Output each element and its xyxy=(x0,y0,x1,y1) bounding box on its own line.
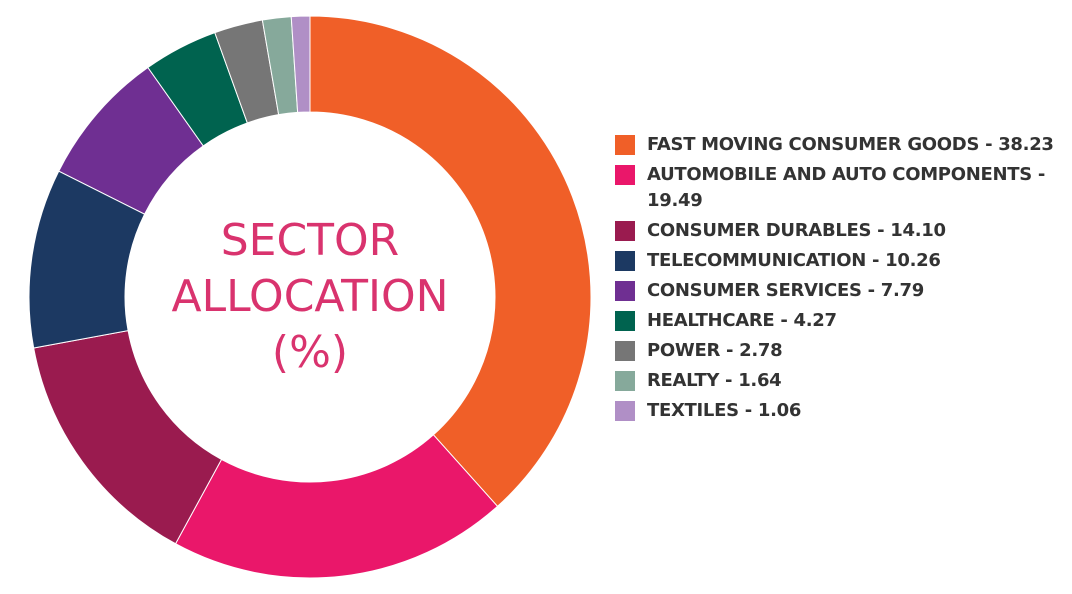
donut-segment xyxy=(174,434,499,579)
legend-swatch xyxy=(615,311,635,331)
legend-label: FAST MOVING CONSUMER GOODS - 38.23 xyxy=(647,134,1054,155)
legend-item: FAST MOVING CONSUMER GOODS - 38.23 xyxy=(615,132,1065,158)
donut-segment xyxy=(309,15,592,508)
legend-label: CONSUMER SERVICES - 7.79 xyxy=(647,280,924,301)
legend-item: POWER - 2.78 xyxy=(615,338,1065,364)
legend-item: CONSUMER DURABLES - 14.10 xyxy=(615,218,1065,244)
legend-label: AUTOMOBILE AND AUTO COMPONENTS - 19.49 xyxy=(647,164,1046,211)
legend-item: HEALTHCARE - 4.27 xyxy=(615,308,1065,334)
legend-swatch xyxy=(615,251,635,271)
legend-swatch xyxy=(615,165,635,185)
donut-segment xyxy=(290,15,311,113)
legend-item: REALTY - 1.64 xyxy=(615,368,1065,394)
legend-item: AUTOMOBILE AND AUTO COMPONENTS - 19.49 xyxy=(615,162,1065,214)
legend-item: CONSUMER SERVICES - 7.79 xyxy=(615,278,1065,304)
legend-label: CONSUMER DURABLES - 14.10 xyxy=(647,220,946,241)
legend-swatch xyxy=(615,281,635,301)
legend-swatch xyxy=(615,371,635,391)
legend-swatch xyxy=(615,401,635,421)
legend-label: POWER - 2.78 xyxy=(647,340,783,361)
chart-title: SECTOR ALLOCATION (%) xyxy=(171,215,449,378)
legend-swatch xyxy=(615,221,635,241)
legend-swatch xyxy=(615,341,635,361)
legend-label: TEXTILES - 1.06 xyxy=(647,400,802,421)
legend: FAST MOVING CONSUMER GOODS - 38.23 AUTOMO… xyxy=(615,132,1065,428)
legend-item: TELECOMMUNICATION - 10.26 xyxy=(615,248,1065,274)
legend-label: HEALTHCARE - 4.27 xyxy=(647,310,837,331)
legend-swatch xyxy=(615,135,635,155)
legend-label: REALTY - 1.64 xyxy=(647,370,782,391)
legend-label: TELECOMMUNICATION - 10.26 xyxy=(647,250,941,271)
legend-item: TEXTILES - 1.06 xyxy=(615,398,1065,424)
